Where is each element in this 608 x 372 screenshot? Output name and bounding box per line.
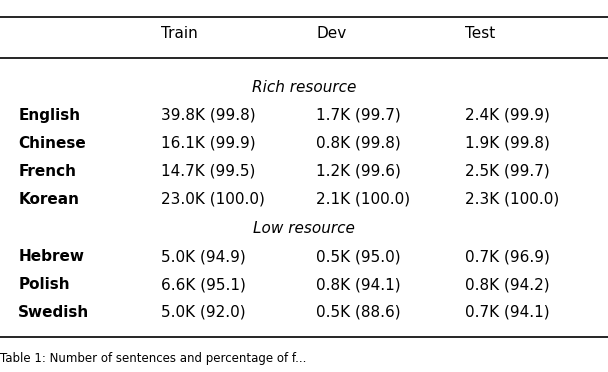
Text: 0.7K (94.1): 0.7K (94.1) — [465, 305, 550, 320]
Text: Test: Test — [465, 26, 496, 41]
Text: French: French — [18, 164, 76, 179]
Text: Chinese: Chinese — [18, 136, 86, 151]
Text: 0.8K (94.1): 0.8K (94.1) — [316, 277, 401, 292]
Text: Table 1: Number of sentences and percentage of f...: Table 1: Number of sentences and percent… — [0, 353, 306, 365]
Text: 5.0K (94.9): 5.0K (94.9) — [161, 249, 246, 264]
Text: Rich resource: Rich resource — [252, 80, 356, 95]
Text: 0.8K (99.8): 0.8K (99.8) — [316, 136, 401, 151]
Text: Hebrew: Hebrew — [18, 249, 85, 264]
Text: 2.5K (99.7): 2.5K (99.7) — [465, 164, 550, 179]
Text: 23.0K (100.0): 23.0K (100.0) — [161, 192, 265, 206]
Text: 0.8K (94.2): 0.8K (94.2) — [465, 277, 550, 292]
Text: Train: Train — [161, 26, 198, 41]
Text: Swedish: Swedish — [18, 305, 89, 320]
Text: 0.5K (95.0): 0.5K (95.0) — [316, 249, 401, 264]
Text: Low resource: Low resource — [253, 221, 355, 236]
Text: 39.8K (99.8): 39.8K (99.8) — [161, 108, 256, 123]
Text: 1.7K (99.7): 1.7K (99.7) — [316, 108, 401, 123]
Text: 0.7K (96.9): 0.7K (96.9) — [465, 249, 550, 264]
Text: 16.1K (99.9): 16.1K (99.9) — [161, 136, 256, 151]
Text: 5.0K (92.0): 5.0K (92.0) — [161, 305, 246, 320]
Text: 2.1K (100.0): 2.1K (100.0) — [316, 192, 410, 206]
Text: Korean: Korean — [18, 192, 79, 206]
Text: 1.9K (99.8): 1.9K (99.8) — [465, 136, 550, 151]
Text: 1.2K (99.6): 1.2K (99.6) — [316, 164, 401, 179]
Text: 6.6K (95.1): 6.6K (95.1) — [161, 277, 246, 292]
Text: 2.3K (100.0): 2.3K (100.0) — [465, 192, 559, 206]
Text: Polish: Polish — [18, 277, 70, 292]
Text: 2.4K (99.9): 2.4K (99.9) — [465, 108, 550, 123]
Text: 0.5K (88.6): 0.5K (88.6) — [316, 305, 401, 320]
Text: Dev: Dev — [316, 26, 347, 41]
Text: English: English — [18, 108, 80, 123]
Text: 14.7K (99.5): 14.7K (99.5) — [161, 164, 255, 179]
